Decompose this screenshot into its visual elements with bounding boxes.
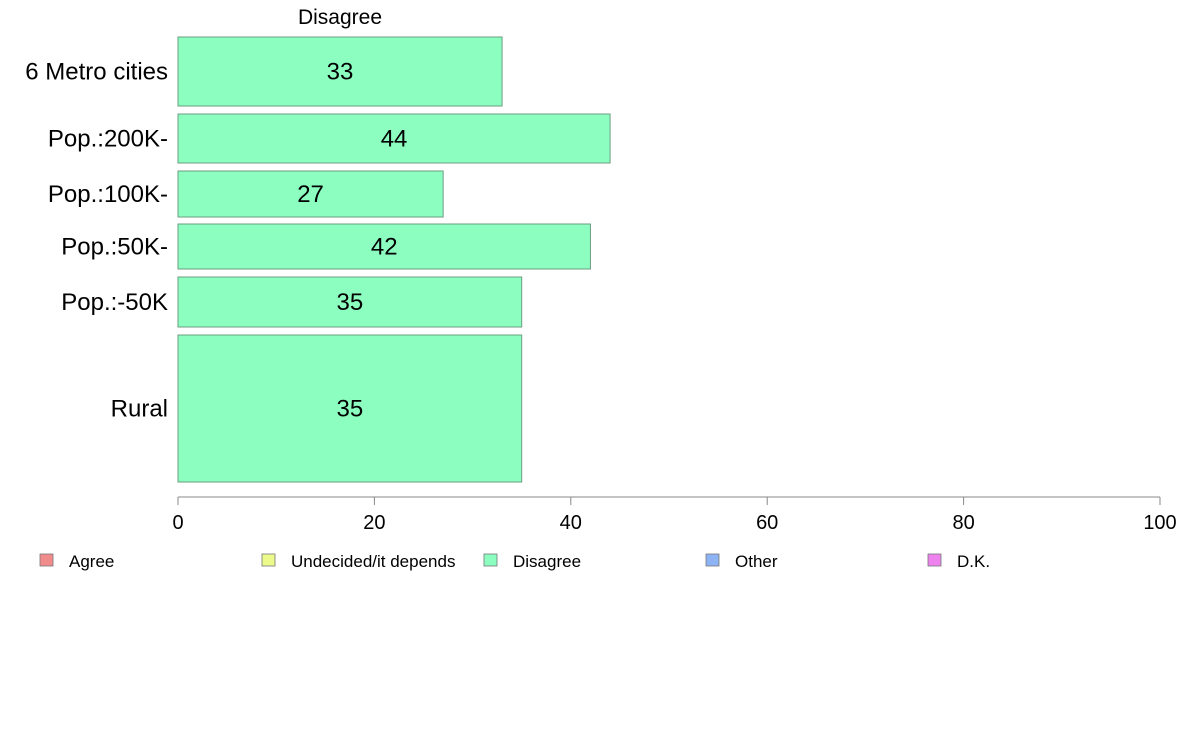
bar-pop-200k xyxy=(177,113,611,164)
value-label-pop-50k: 42 xyxy=(371,234,398,261)
bar-pop-50k xyxy=(177,223,591,270)
x-tick-label: 80 xyxy=(952,512,974,534)
x-tick-label: 100 xyxy=(1143,512,1176,534)
bar-pop-50k xyxy=(177,276,523,328)
category-label-pop-200k: Pop.:200K- xyxy=(48,126,168,153)
x-tick-label: 0 xyxy=(172,512,183,534)
legend-label-agree: Agree xyxy=(69,552,114,571)
legend-label-disagree: Disagree xyxy=(513,552,581,571)
value-label-pop-200k: 44 xyxy=(381,126,408,153)
category-label-pop-50k: Pop.:50K- xyxy=(61,234,168,261)
category-label-rural: Rural xyxy=(111,396,168,423)
panel-title: Disagree xyxy=(298,6,382,29)
category-label-6-metro-cities: 6 Metro cities xyxy=(25,59,168,86)
bars-group: 33 6 Metro cities 44 Pop.:200K- 27 Pop.:100K-… xyxy=(25,36,611,483)
legend-swatch-agree xyxy=(39,553,54,567)
bar-rural xyxy=(177,334,523,483)
legend-swatch-disagree xyxy=(483,553,498,567)
category-label-pop-100k: Pop.:100K- xyxy=(48,181,168,208)
legend-label-d-k: D.K. xyxy=(957,552,990,571)
legend-swatch-undecided-it-depends xyxy=(261,553,276,567)
legend: Agree Undecided/it depends Disagree Other D.… xyxy=(39,552,990,571)
x-axis: 0 20 40 60 80 100 xyxy=(172,496,1177,534)
x-tick-label: 40 xyxy=(560,512,582,534)
legend-swatch-d-k xyxy=(927,553,942,567)
legend-swatch-other xyxy=(705,553,720,567)
value-label-pop-50k: 35 xyxy=(336,289,363,316)
x-tick-label: 20 xyxy=(363,512,385,534)
x-tick-label: 60 xyxy=(756,512,778,534)
bar-6-metro-cities xyxy=(177,36,503,107)
value-label-pop-100k: 27 xyxy=(297,181,324,208)
value-label-6-metro-cities: 33 xyxy=(327,59,354,86)
legend-label-undecided-it-depends: Undecided/it depends xyxy=(291,552,455,571)
value-label-rural: 35 xyxy=(336,396,363,423)
category-label-pop-50k: Pop.:-50K xyxy=(61,289,168,316)
bar-pop-100k xyxy=(177,170,444,218)
legend-label-other: Other xyxy=(735,552,778,571)
